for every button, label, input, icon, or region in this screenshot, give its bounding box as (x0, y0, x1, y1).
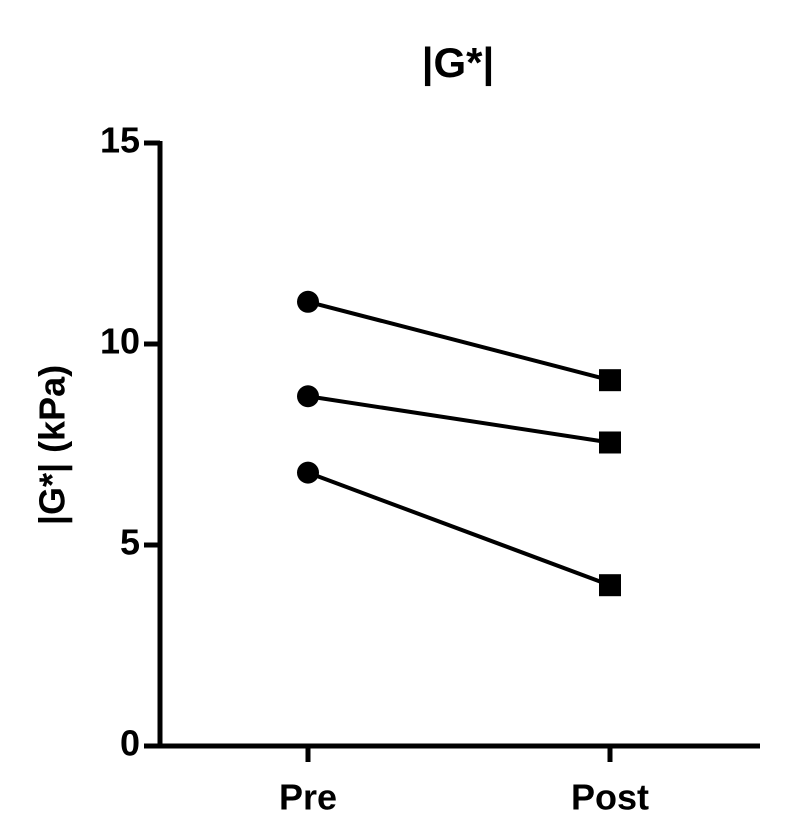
point (599, 574, 621, 597)
point (297, 385, 319, 408)
y-axis-label: |G*| (kPa) (32, 365, 74, 525)
x-tick-label: Post (571, 777, 649, 818)
point (297, 290, 319, 313)
y-tick-label: 15 (100, 120, 140, 161)
x-tick-label: Pre (279, 777, 337, 818)
chart-title: |G*| (422, 39, 495, 87)
y-tick-label: 5 (120, 522, 140, 563)
series-line (307, 394, 611, 445)
series-line (307, 299, 611, 383)
point (599, 369, 621, 392)
point (297, 461, 319, 484)
y-tick-label: 10 (100, 321, 140, 362)
point (599, 431, 621, 454)
y-tick-label: 0 (120, 723, 140, 764)
series-line (307, 470, 611, 588)
